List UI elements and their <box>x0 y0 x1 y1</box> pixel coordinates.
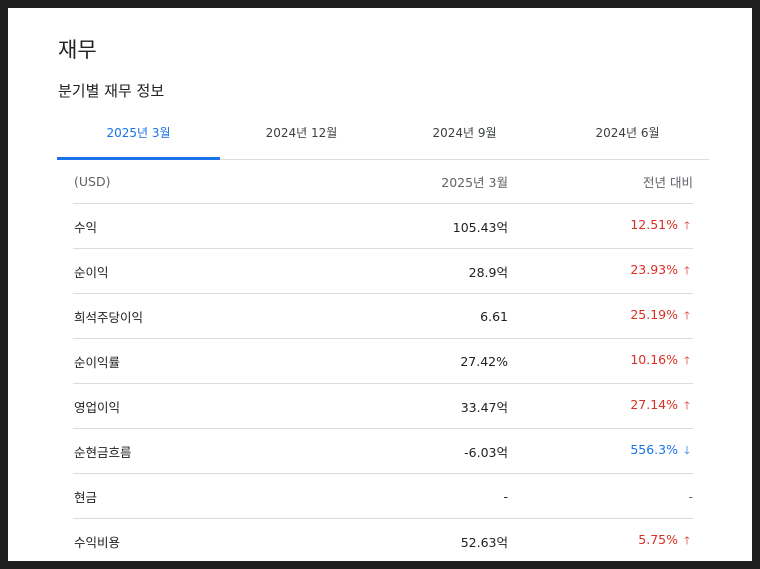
change-text: 25.19% <box>630 306 678 322</box>
row-label: 수익비용 <box>74 534 121 550</box>
row-label: 현금 <box>74 489 98 505</box>
section-subtitle: 분기별 재무 정보 <box>58 82 165 100</box>
row-value: 28.9억 <box>468 264 508 280</box>
arrow-down-icon: 🡓 <box>684 443 690 457</box>
tab-2024-06[interactable]: 2024년 6월 <box>595 126 660 140</box>
tab-2024-12[interactable]: 2024년 12월 <box>265 126 338 140</box>
arrow-up-icon: 🡑 <box>684 218 690 232</box>
table-row: 순이익률 27.42% 10.16% 🡑 <box>73 339 693 384</box>
row-value: 27.42% <box>460 353 508 369</box>
row-label: 순현금흐름 <box>74 444 132 460</box>
financials-panel: 재무 분기별 재무 정보 2025년 3월 2024년 12월 2024년 9월… <box>8 8 752 561</box>
row-change: 556.3% 🡓 <box>508 442 693 461</box>
row-value: 33.47억 <box>460 399 508 415</box>
row-value: 105.43억 <box>452 219 508 235</box>
arrow-up-icon: 🡑 <box>684 308 690 322</box>
financials-table: (USD) 2025년 3월 전년 대비 수익 105.43억 12.51% 🡑 … <box>73 159 693 561</box>
table-row: 순현금흐름 -6.03억 556.3% 🡓 <box>73 429 693 474</box>
arrow-up-icon: 🡑 <box>684 353 690 367</box>
row-change: 23.93% 🡑 <box>508 262 693 281</box>
row-value: -6.03억 <box>464 444 508 460</box>
change-text: 12.51% <box>630 216 678 232</box>
table-row: 영업이익 33.47억 27.14% 🡑 <box>73 384 693 429</box>
arrow-up-icon: 🡑 <box>684 533 690 547</box>
row-label: 순이익 <box>74 264 109 280</box>
table-header-row: (USD) 2025년 3월 전년 대비 <box>73 159 693 204</box>
arrow-up-icon: 🡑 <box>684 263 690 277</box>
change-text: 5.75% <box>638 531 678 547</box>
page-title: 재무 <box>58 38 97 62</box>
tab-2025-03[interactable]: 2025년 3월 <box>57 118 220 160</box>
period-tabs: 2025년 3월 2024년 12월 2024년 9월 2024년 6월 <box>57 118 709 160</box>
table-row: 희석주당이익 6.61 25.19% 🡑 <box>73 294 693 339</box>
table-row: 수익비용 52.63억 5.75% 🡑 <box>73 519 693 561</box>
row-change: - <box>508 489 693 504</box>
row-label: 희석주당이익 <box>74 309 144 325</box>
yoy-header: 전년 대비 <box>643 174 693 190</box>
currency-header: (USD) <box>74 173 111 189</box>
table-row: 수익 105.43억 12.51% 🡑 <box>73 204 693 249</box>
row-value: - <box>503 488 508 504</box>
row-value: 6.61 <box>480 308 508 324</box>
row-change: 10.16% 🡑 <box>508 352 693 371</box>
row-change: 12.51% 🡑 <box>508 217 693 236</box>
table-row: 현금 - - <box>73 474 693 519</box>
change-text: - <box>688 488 693 504</box>
change-text: 23.93% <box>630 261 678 277</box>
row-label: 영업이익 <box>74 399 121 415</box>
table-row: 순이익 28.9억 23.93% 🡑 <box>73 249 693 294</box>
row-change: 25.19% 🡑 <box>508 307 693 326</box>
row-label: 수익 <box>74 219 98 235</box>
change-text: 10.16% <box>630 351 678 367</box>
arrow-up-icon: 🡑 <box>684 398 690 412</box>
change-text: 556.3% <box>630 441 678 457</box>
period-header: 2025년 3월 <box>441 174 508 190</box>
change-text: 27.14% <box>630 396 678 412</box>
tab-2024-09[interactable]: 2024년 9월 <box>432 126 497 140</box>
row-change: 27.14% 🡑 <box>508 397 693 416</box>
row-change: 5.75% 🡑 <box>508 532 693 551</box>
row-value: 52.63억 <box>460 534 508 550</box>
row-label: 순이익률 <box>74 354 121 370</box>
